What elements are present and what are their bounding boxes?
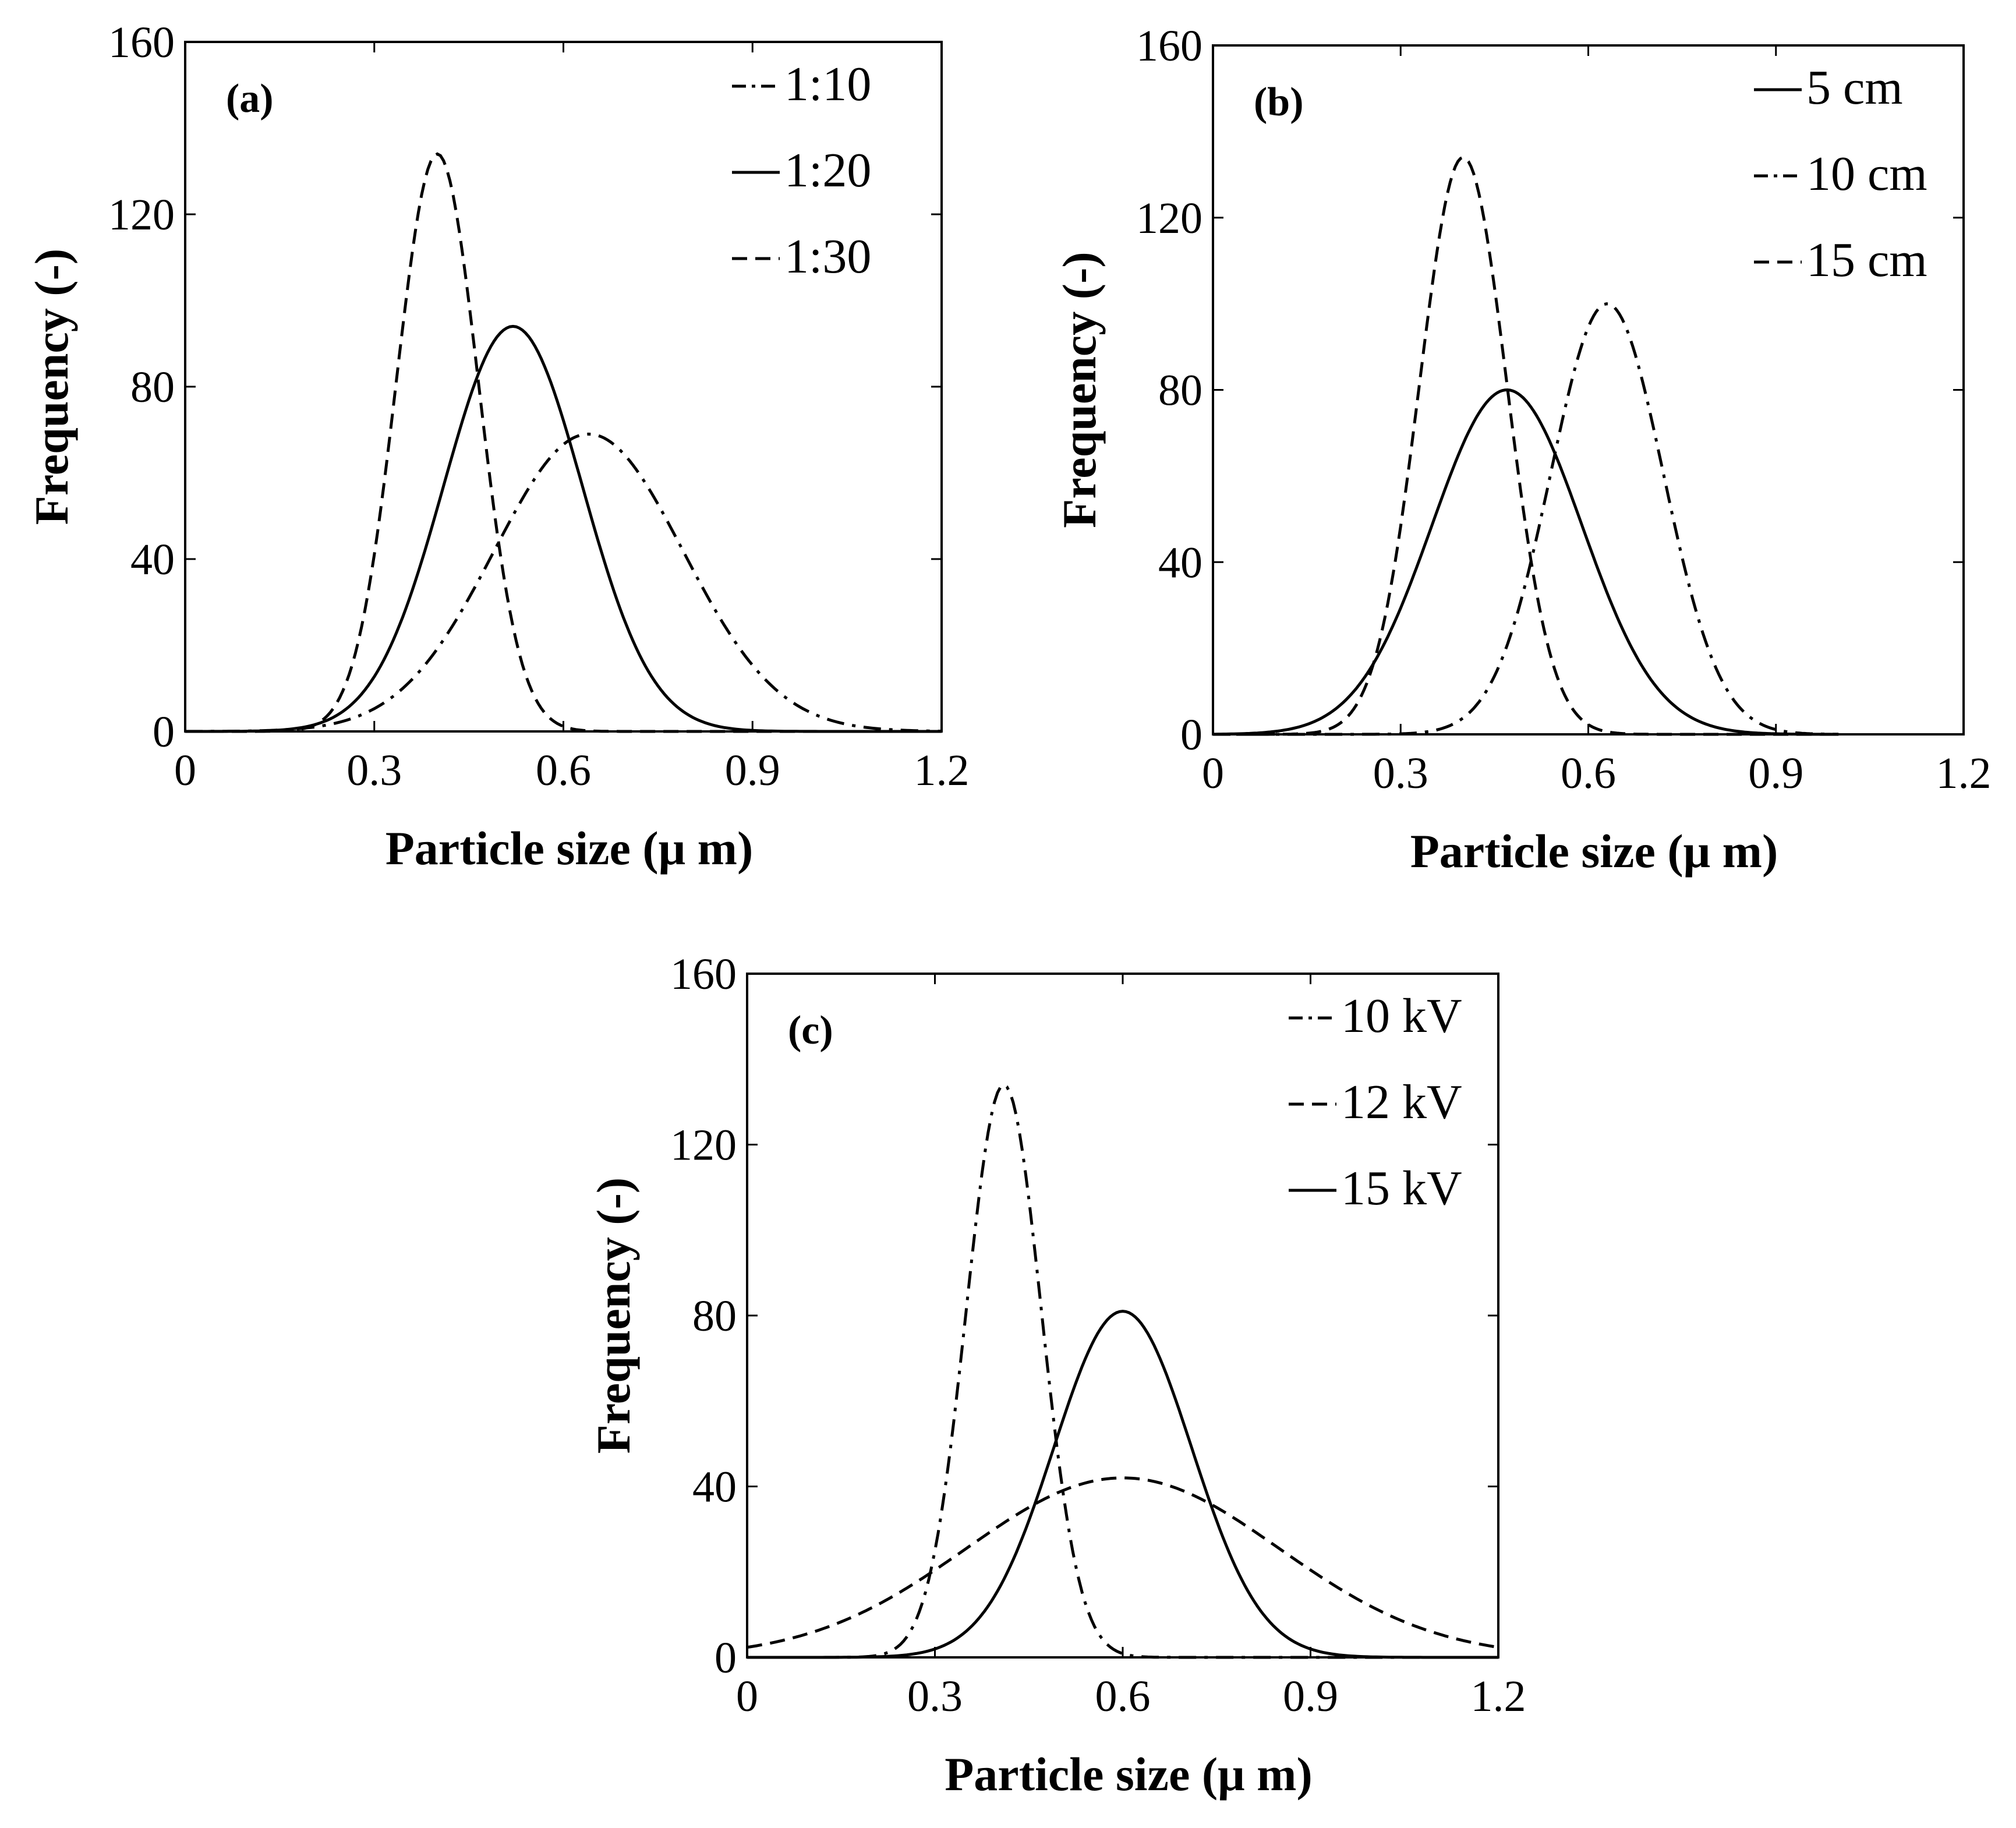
y-tick-label: 80: [130, 363, 175, 412]
panel-a: 0 0.3 0.6 0.9 1.2 0 40 80 120 160 Particle size (μ…: [25, 18, 970, 875]
panel-label: (a): [226, 76, 274, 121]
x-tick-label: 1.2: [914, 746, 970, 795]
legend-label: 1:20: [784, 143, 871, 197]
legend-label: 5 cm: [1806, 61, 1903, 115]
x-tick-label: 0.9: [1283, 1672, 1338, 1721]
y-tick-label: 40: [1158, 538, 1202, 587]
series-line-10-cm: [1213, 302, 1839, 736]
x-tick-label: 0.6: [536, 746, 591, 795]
y-tick-label: 120: [1136, 194, 1202, 243]
x-tick-label: 0.9: [1748, 749, 1803, 798]
legend-label: 15 cm: [1806, 233, 1927, 287]
panel-label: (b): [1254, 80, 1304, 125]
y-tick-label: 160: [670, 950, 737, 999]
series-line-5-cm: [1213, 388, 1839, 736]
y-axis-label: Frequency (-): [1053, 252, 1106, 528]
x-tick-label: 1.2: [1471, 1672, 1526, 1721]
x-axis-label: Particle size (μ m): [385, 822, 754, 875]
y-tick-label: 40: [130, 535, 175, 584]
panel-label: (c): [788, 1008, 833, 1053]
series-line-1-30: [185, 152, 942, 733]
series-line-15-kv: [747, 1310, 1498, 1659]
y-tick-label: 40: [692, 1463, 737, 1512]
x-tick-label: 0.6: [1095, 1672, 1151, 1721]
x-tick-label: 0: [736, 1672, 758, 1721]
y-tick-label: 160: [108, 18, 175, 67]
x-tick-label: 1.2: [1936, 749, 1992, 798]
series-line-15-cm: [1213, 155, 1839, 736]
x-tick-label: 0: [174, 746, 196, 795]
x-tick-label: 0.6: [1561, 749, 1616, 798]
legend-label: 15 kV: [1341, 1161, 1462, 1215]
y-tick-label: 160: [1136, 22, 1202, 70]
legend-label: 12 kV: [1341, 1075, 1462, 1129]
y-tick-label: 120: [670, 1121, 737, 1170]
x-axis-label: Particle size (μ m): [1410, 825, 1778, 878]
y-axis-label: Frequency (-): [587, 1178, 640, 1454]
series-line-12-kv: [747, 1476, 1499, 1649]
x-tick-label: 0.3: [346, 746, 402, 795]
panel-c: 0 0.3 0.6 0.9 1.2 0 40 80 120 160 Particle size (μ…: [587, 950, 1526, 1801]
legend-label: 10 kV: [1341, 989, 1462, 1043]
legend-label: 10 cm: [1806, 147, 1927, 201]
y-tick-label: 80: [1158, 366, 1202, 415]
y-axis-label: Frequency (-): [25, 249, 78, 525]
panel-b: 0 0.3 0.6 0.9 1.2 0 40 80 120 160 Particle size (μ…: [1053, 22, 1992, 878]
y-tick-label: 0: [715, 1633, 737, 1682]
x-tick-label: 0: [1202, 749, 1224, 798]
x-tick-label: 0.3: [1373, 749, 1428, 798]
y-tick-label: 120: [108, 190, 175, 239]
legend-label: 1:10: [784, 57, 871, 111]
y-tick-label: 0: [1180, 710, 1202, 759]
y-tick-label: 0: [153, 708, 175, 756]
x-tick-label: 0.9: [725, 746, 780, 795]
y-tick-label: 80: [692, 1292, 737, 1341]
x-tick-label: 0.3: [907, 1672, 963, 1721]
x-axis-label: Particle size (μ m): [945, 1748, 1313, 1801]
legend-label: 1:30: [784, 229, 871, 284]
